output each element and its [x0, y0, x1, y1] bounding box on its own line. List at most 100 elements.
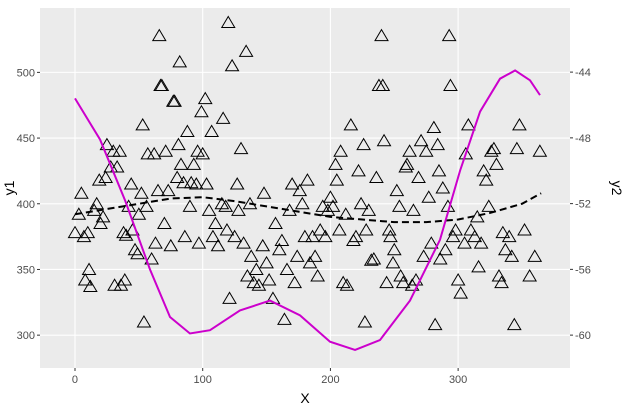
point: [473, 236, 489, 249]
point: [134, 186, 149, 199]
point: [431, 163, 447, 177]
point: [328, 157, 343, 170]
point: [339, 278, 355, 291]
point: [297, 229, 313, 243]
point: [93, 216, 108, 229]
point: [274, 233, 290, 247]
point: [123, 177, 139, 190]
point: [363, 253, 379, 266]
point: [191, 236, 207, 249]
point: [305, 229, 320, 243]
point: [76, 229, 92, 243]
point: [374, 28, 389, 42]
point: [356, 137, 371, 151]
point: [268, 216, 283, 229]
point: [204, 124, 220, 138]
point: [450, 272, 466, 286]
point: [236, 236, 251, 249]
point: [284, 177, 300, 190]
point: [312, 223, 328, 236]
point: [458, 146, 474, 160]
point: [343, 117, 359, 131]
point: [463, 223, 479, 236]
y2-tick-label: -60: [575, 330, 591, 342]
point: [402, 144, 417, 157]
point: [416, 249, 432, 262]
point: [369, 170, 384, 183]
point: [265, 291, 281, 304]
point: [135, 117, 151, 131]
point: [432, 251, 448, 265]
y2-axis-label: y2: [609, 181, 625, 196]
point: [195, 146, 211, 160]
point: [109, 159, 125, 173]
y-tick-label: 500: [17, 67, 35, 79]
point: [255, 238, 271, 252]
point: [224, 58, 240, 72]
point: [467, 229, 483, 243]
x-tick-label: 300: [449, 374, 467, 386]
point: [99, 137, 115, 151]
point: [214, 196, 230, 210]
y2-tick-label: -48: [575, 133, 591, 145]
point: [357, 315, 373, 328]
point: [188, 177, 204, 190]
point: [375, 78, 391, 92]
y-axis-label: y1: [1, 180, 17, 195]
point: [300, 173, 315, 186]
point: [148, 236, 163, 249]
point: [329, 173, 345, 186]
point: [256, 186, 272, 199]
point: [471, 259, 486, 273]
point: [151, 28, 167, 42]
y2-tick-label: -52: [575, 199, 591, 211]
point: [483, 144, 499, 157]
point: [89, 196, 105, 210]
point: [289, 249, 305, 262]
point: [183, 175, 199, 189]
point: [426, 120, 442, 134]
point: [315, 199, 331, 212]
point: [437, 242, 453, 256]
point: [238, 44, 254, 57]
point: [146, 146, 162, 160]
point: [218, 199, 234, 212]
point: [136, 315, 152, 328]
point: [527, 249, 543, 262]
point: [435, 181, 451, 194]
point: [199, 177, 214, 190]
point: [229, 177, 245, 190]
point: [381, 223, 397, 236]
point: [413, 133, 429, 147]
point: [358, 223, 374, 236]
point: [348, 229, 364, 243]
point: [418, 144, 434, 157]
point: [139, 199, 154, 212]
x-tick-label: 100: [194, 374, 212, 386]
point: [130, 246, 145, 260]
line: [74, 192, 542, 224]
y2-tick-label: -56: [575, 264, 591, 276]
point: [448, 223, 463, 236]
point: [460, 117, 476, 131]
point: [353, 196, 369, 210]
point: [489, 157, 504, 170]
point: [144, 251, 159, 265]
point: [231, 203, 246, 216]
point: [383, 229, 398, 243]
point: [331, 223, 347, 236]
point: [81, 262, 97, 275]
y-tick-label: 350: [17, 264, 35, 276]
point: [411, 170, 426, 183]
point: [457, 236, 472, 249]
point: [177, 229, 193, 243]
point: [423, 236, 439, 249]
point: [243, 249, 259, 262]
point: [430, 137, 446, 151]
point: [392, 199, 407, 212]
y-tick-label: 300: [17, 330, 35, 342]
point: [261, 272, 277, 286]
point: [376, 133, 392, 147]
point: [517, 223, 532, 236]
point: [522, 269, 538, 282]
